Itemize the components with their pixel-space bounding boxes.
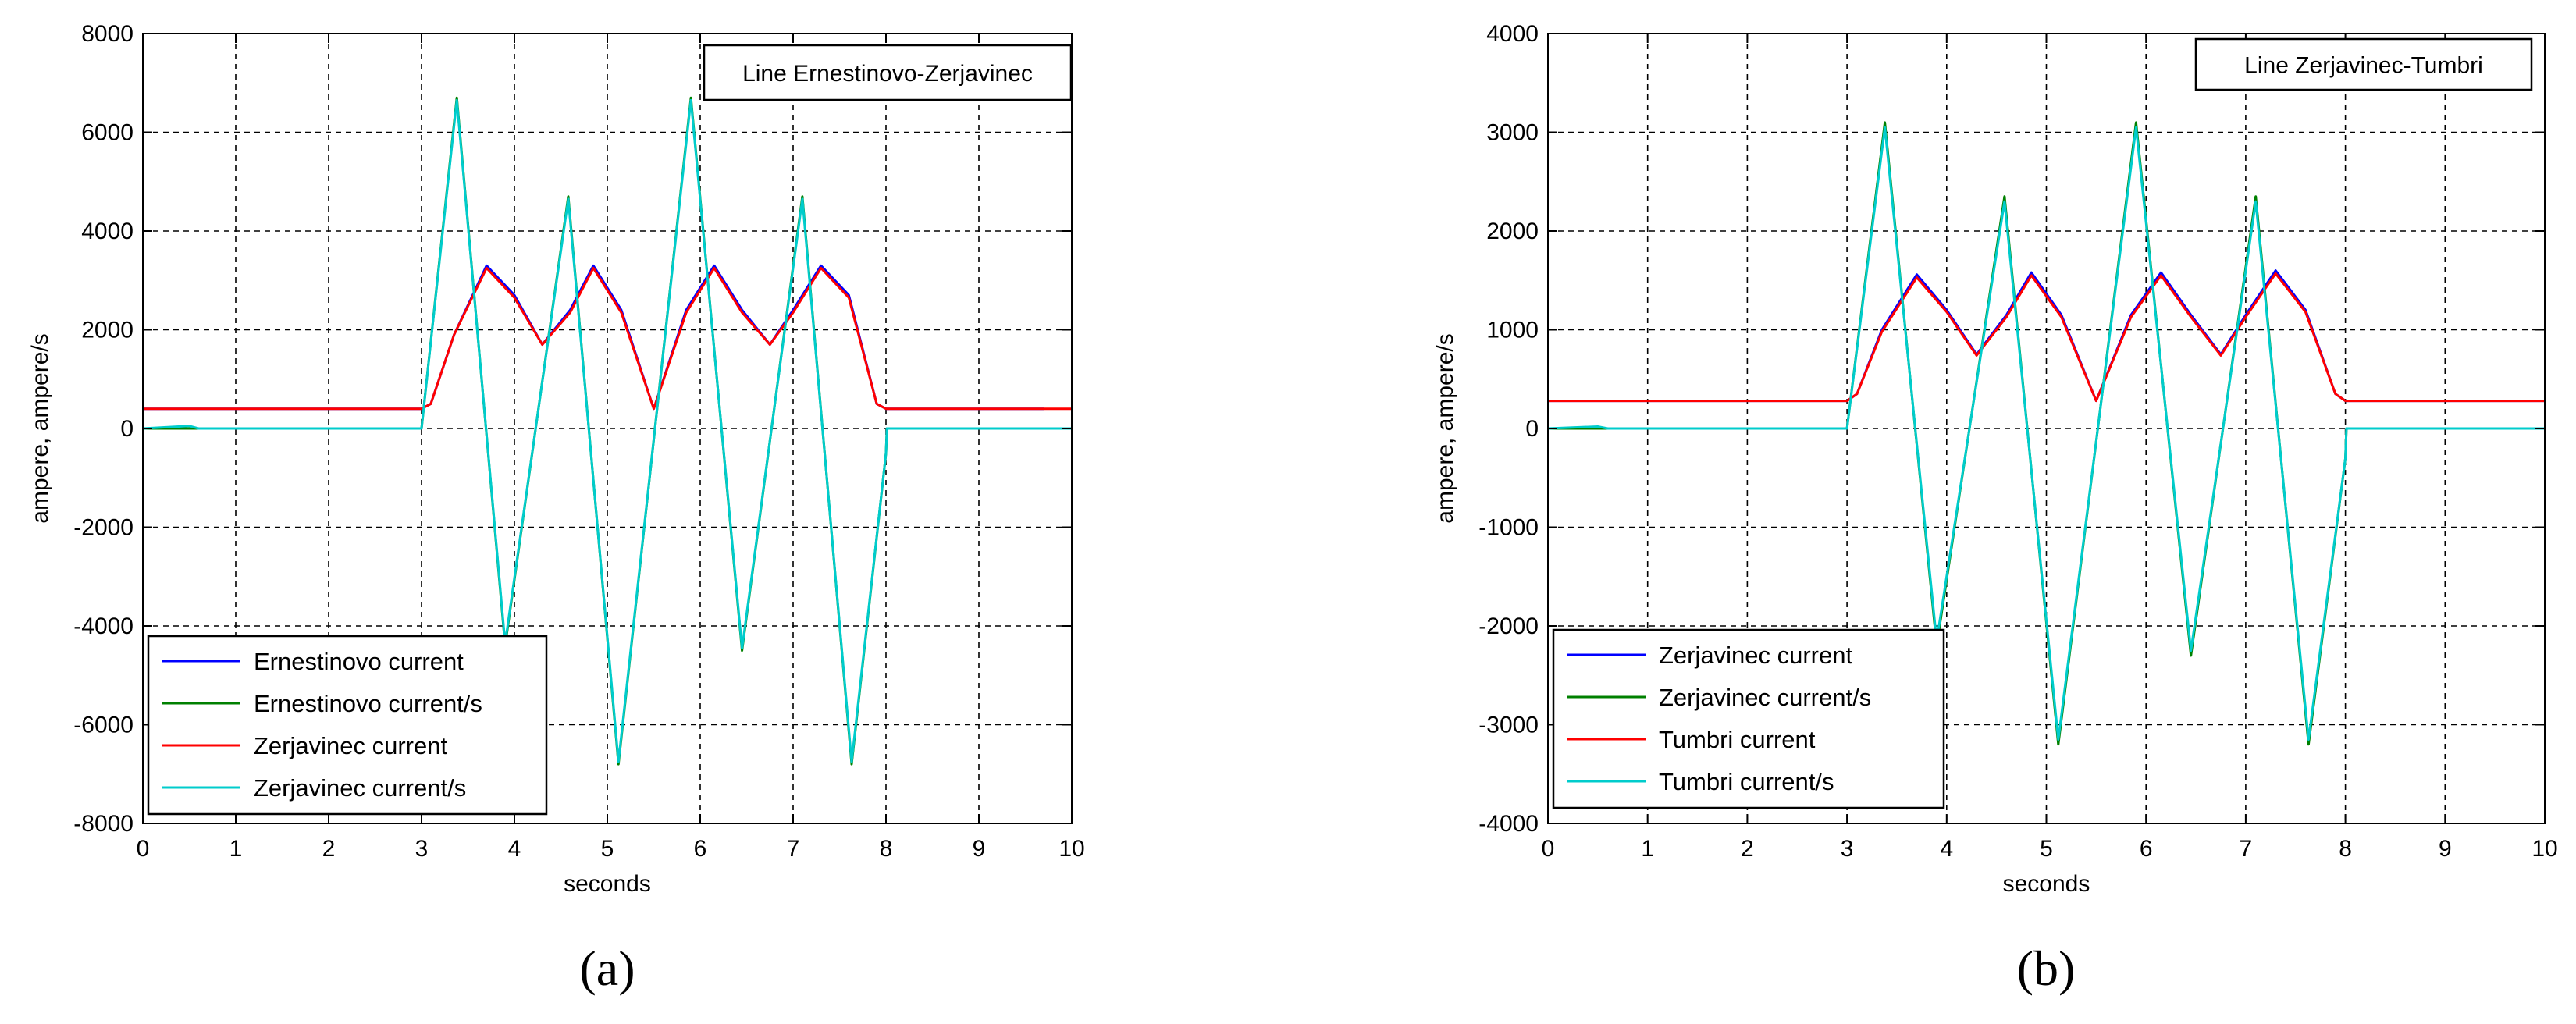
x-tick-label: 2	[322, 836, 336, 862]
y-tick-label: 8000	[81, 21, 133, 47]
x-tick-label: 2	[1741, 836, 1754, 862]
y-tick-label: 6000	[81, 120, 133, 146]
series-line-3	[1547, 126, 2545, 741]
x-tick-label: 0	[1542, 836, 1555, 862]
x-tick-label: 9	[2439, 836, 2452, 862]
x-tick-label: 3	[1841, 836, 1854, 862]
y-tick-label: -6000	[73, 713, 133, 738]
x-tick-label: 3	[415, 836, 429, 862]
series-line-2	[143, 266, 1072, 411]
chart-title: Line Zerjavinec-Tumbri	[2244, 53, 2483, 79]
y-tick-label: 1000	[1486, 318, 1539, 343]
y-tick-label: 0	[1525, 416, 1539, 442]
panel-caption: (a)	[579, 940, 635, 996]
y-tick-label: 2000	[81, 318, 133, 343]
y-axis-label: ampere, ampere/s	[1432, 333, 1458, 523]
x-tick-label: 6	[2140, 836, 2153, 862]
x-tick-label: 5	[2040, 836, 2053, 862]
legend-label-2: Zerjavinec current	[254, 732, 447, 759]
legend-label-1: Ernestinovo current/s	[254, 690, 482, 717]
x-axis-label: seconds	[564, 871, 651, 897]
y-tick-label: 0	[120, 416, 133, 442]
legend-box	[147, 635, 548, 816]
y-tick-label: 3000	[1486, 120, 1539, 146]
x-tick-label: 10	[1059, 836, 1084, 862]
y-tick-label: 2000	[1486, 219, 1539, 244]
series-line-3	[142, 98, 1072, 763]
x-tick-label: 6	[694, 836, 707, 862]
legend-box	[1552, 628, 1945, 809]
x-tick-label: 9	[973, 836, 986, 862]
legend-label-0: Zerjavinec current	[1659, 642, 1852, 669]
x-tick-label: 7	[787, 836, 800, 862]
y-tick-label: 4000	[1486, 21, 1539, 47]
series-line-2	[1548, 272, 2545, 403]
chart-panel-b: 0 1 2 3 4 5 6 7 8 9 10 -4000 -3000 -2000 -1000 0 1000 200…	[1432, 21, 2558, 996]
x-tick-label: 0	[137, 836, 150, 862]
y-axis-label: ampere, ampere/s	[27, 333, 53, 523]
x-tick-label: 4	[508, 836, 521, 862]
legend-label-3: Zerjavinec current/s	[254, 774, 466, 802]
legend-label-2: Tumbri current	[1659, 726, 1816, 753]
x-tick-label: 8	[880, 836, 893, 862]
y-tick-label: -1000	[1478, 515, 1539, 541]
x-tick-label: 8	[2339, 836, 2352, 862]
y-tick-label: -2000	[73, 515, 133, 541]
x-axis-label: seconds	[2003, 871, 2090, 897]
y-tick-label: 4000	[81, 219, 133, 244]
x-tick-label: 7	[2240, 836, 2253, 862]
y-tick-label: -3000	[1478, 713, 1539, 738]
panel-caption: (b)	[2017, 940, 2076, 996]
legend-label-1: Zerjavinec current/s	[1659, 684, 1871, 711]
x-tick-label: 5	[601, 836, 614, 862]
x-tick-label: 1	[1641, 836, 1654, 862]
x-tick-label: 10	[2532, 836, 2557, 862]
y-tick-label: -4000	[73, 613, 133, 639]
y-tick-label: -2000	[1478, 613, 1539, 639]
legend-label-3: Tumbri current/s	[1659, 768, 1834, 795]
x-tick-label: 1	[229, 836, 243, 862]
x-tick-label: 4	[1940, 836, 1953, 862]
legend-label-0: Ernestinovo current	[254, 648, 464, 675]
title-box	[2194, 37, 2533, 91]
title-box	[703, 44, 1073, 101]
y-tick-label: -4000	[1478, 811, 1539, 837]
chart-panel-a: 0 1 2 3 4 5 6 7 8 9 10 -8000 -6000 -4000 -2000 0 2000 400…	[27, 21, 1085, 996]
chart-title: Line Ernestinovo-Zerjavinec	[742, 61, 1033, 87]
y-tick-label: -8000	[73, 811, 133, 837]
